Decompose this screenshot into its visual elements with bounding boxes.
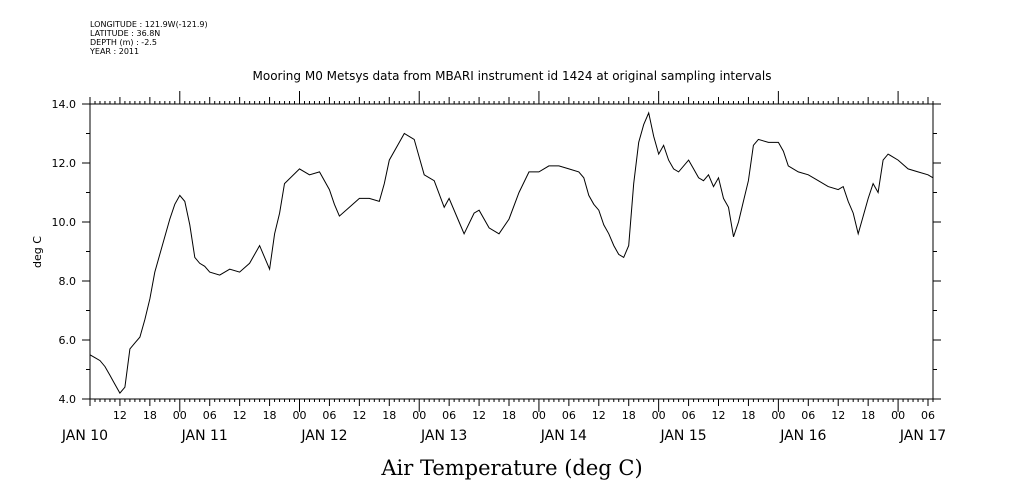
longitude-label: LONGITUDE : 121.9W(-121.9) — [90, 20, 208, 29]
x-hour-label: 18 — [622, 409, 636, 422]
x-hour-label: 18 — [263, 409, 277, 422]
x-hour-label: 12 — [233, 409, 247, 422]
x-hour-label: 18 — [741, 409, 755, 422]
x-day-label: JAN 12 — [300, 428, 347, 444]
y-tick-label: 6.0 — [59, 334, 77, 347]
x-day-label: JAN 11 — [181, 428, 228, 444]
x-hour-label: 00 — [532, 409, 546, 422]
x-day-label: JAN 15 — [659, 428, 706, 444]
x-hour-label: 06 — [562, 409, 576, 422]
latitude-label: LATITUDE : 36.8N — [90, 29, 161, 38]
y-axis-label: deg C — [31, 236, 44, 268]
x-hour-label: 12 — [472, 409, 486, 422]
x-hour-label: 18 — [861, 409, 875, 422]
chart-title: Mooring M0 Metsys data from MBARI instru… — [253, 69, 772, 83]
x-hour-label: 12 — [352, 409, 366, 422]
metadata-block: LONGITUDE : 121.9W(-121.9) LATITUDE : 36… — [90, 20, 208, 56]
axes-group: 4.0 6.0 8.0 10.0 12.0 14.0 12 18 00 06 12 18 00 06 12 1… — [52, 91, 946, 444]
x-hour-label: 18 — [143, 409, 157, 422]
x-hour-label: 18 — [382, 409, 396, 422]
year-label: YEAR : 2011 — [90, 47, 140, 56]
x-hour-label: 12 — [113, 409, 127, 422]
x-hour-label: 00 — [652, 409, 666, 422]
y-tick-label: 14.0 — [52, 98, 77, 111]
x-hour-label: 00 — [891, 409, 905, 422]
x-hour-label: 06 — [442, 409, 456, 422]
x-day-label: JAN 17 — [899, 428, 946, 444]
plot-frame — [89, 103, 934, 400]
y-tick-label: 8.0 — [59, 275, 77, 288]
x-hour-label: 06 — [682, 409, 696, 422]
x-hour-label: 06 — [921, 409, 935, 422]
x-hour-label: 12 — [831, 409, 845, 422]
x-day-label: JAN 13 — [420, 428, 467, 444]
x-hour-label: 18 — [502, 409, 516, 422]
y-tick-label: 4.0 — [59, 393, 77, 406]
x-day-label: JAN 14 — [540, 428, 587, 444]
x-axis-title: Air Temperature (deg C) — [380, 456, 642, 480]
x-hour-label: 00 — [412, 409, 426, 422]
x-hour-label: 06 — [203, 409, 217, 422]
x-hour-label: 06 — [801, 409, 815, 422]
series-line — [89, 111, 934, 394]
x-day-label: JAN 16 — [779, 428, 826, 444]
x-hour-label: 06 — [322, 409, 336, 422]
x-day-label: JAN 10 — [61, 428, 108, 444]
x-hour-label: 00 — [173, 409, 187, 422]
depth-label: DEPTH (m) : -2.5 — [90, 38, 157, 47]
y-tick-label: 10.0 — [52, 216, 77, 229]
x-hour-label: 00 — [293, 409, 307, 422]
x-hour-label: 12 — [592, 409, 606, 422]
x-hour-label: 12 — [712, 409, 726, 422]
x-hour-label: 00 — [771, 409, 785, 422]
y-tick-label: 12.0 — [52, 157, 77, 170]
